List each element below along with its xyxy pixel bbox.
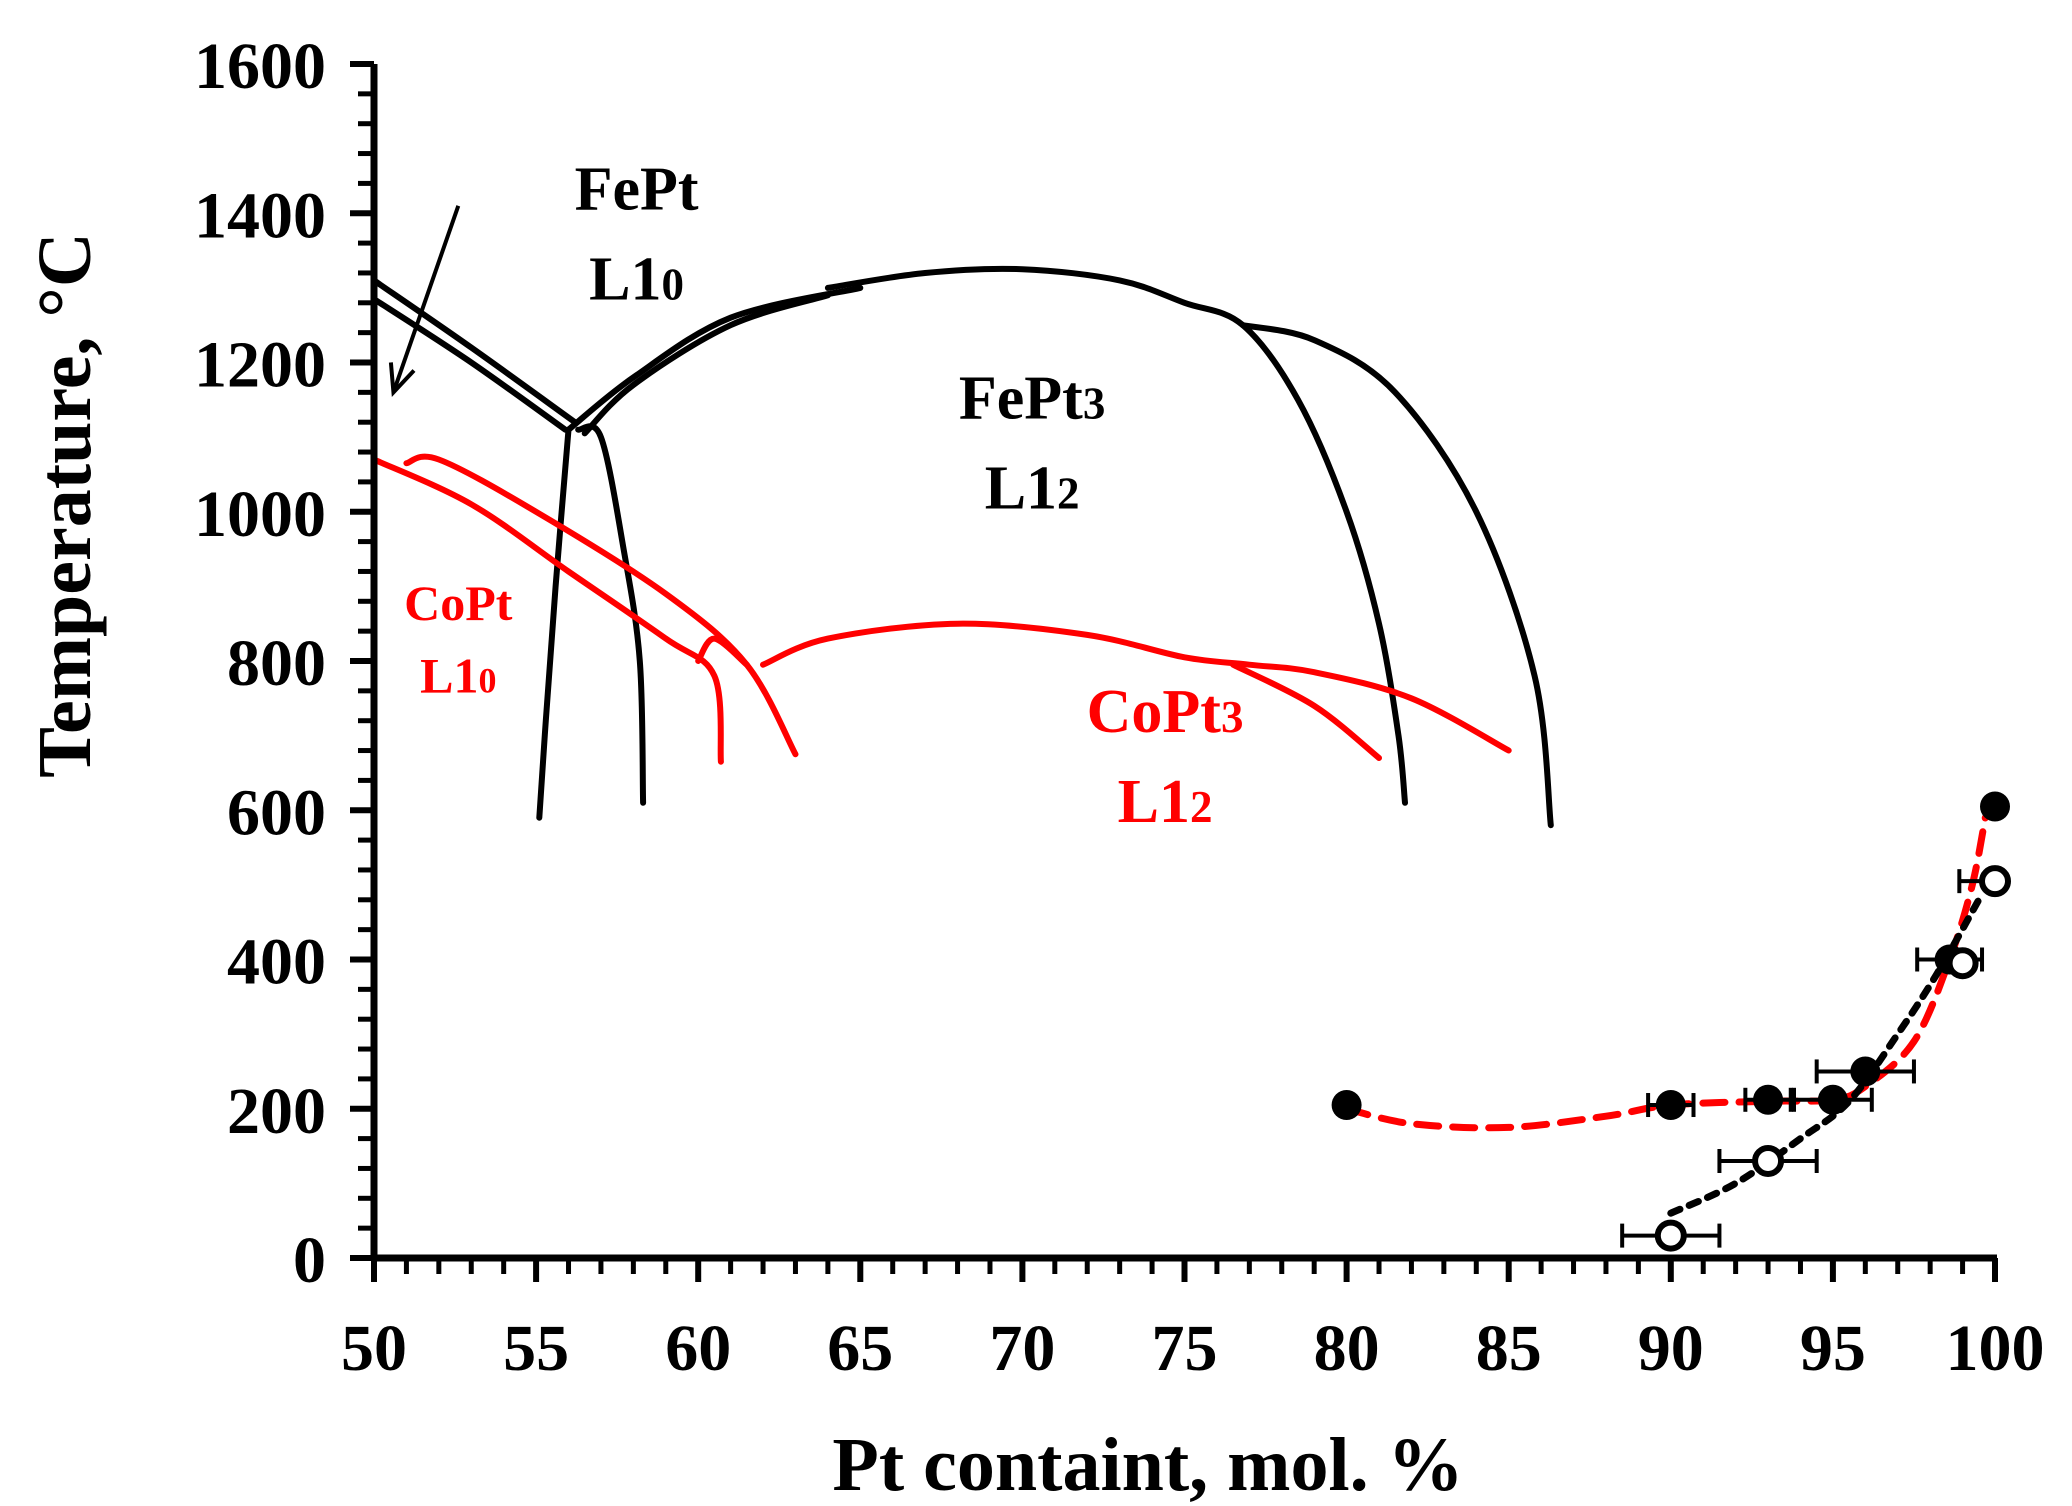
fept3-structure-label: L12 [985,454,1080,522]
copt3-formula-subscript: 3 [1221,692,1244,742]
fept-structure-label: L10 [589,245,684,313]
filled-data-point [1753,1084,1784,1115]
fept3-formula-subscript: 3 [1083,378,1106,428]
fept3-formula-label: FePt3 [959,364,1105,432]
y-axis-label: Temperature, °C [23,232,107,777]
copt3-structure-label: L12 [1118,768,1213,836]
phase-boundary-fept-l10-upper-outer [371,277,578,426]
y-tick-label: 600 [227,776,326,849]
phase-boundaries [371,265,1554,829]
open-data-point [1946,947,1979,980]
copt3-structure-subscript: 2 [1190,782,1213,832]
copt-structure-label: L10 [420,647,496,703]
filled-data-point [1850,1056,1881,1087]
x-tick-label: 90 [1638,1312,1704,1385]
y-tick-label: 1600 [194,30,326,103]
data-points [1331,791,2011,1252]
phase-boundary-copt3-dome [760,620,1512,754]
filled-data-point [1817,1084,1848,1115]
y-tick-label: 200 [227,1075,326,1148]
phase-boundary-copt-l10-inner [403,453,799,758]
open-data-point [1752,1144,1785,1177]
x-tick-label: 70 [989,1312,1055,1385]
copt-formula-label: CoPt [404,575,513,631]
filled-data-point [1331,1090,1362,1121]
x-tick-label: 75 [1152,1312,1218,1385]
phase-boundary-fept3-right-boundary [1239,322,1554,829]
x-tick-label: 55 [503,1312,569,1385]
fept-structure-subscript: 0 [662,259,685,309]
phase-boundary-fept3-dome-main [824,265,1408,806]
axes: 50 55 60 65 70 75 80 85 90 95 10002004006008001000… [194,30,2045,1385]
phase-boundary-fept3-dome-lower [581,292,831,437]
arrow-line [391,205,461,394]
phase-boundary-copt3-inner [1230,661,1382,761]
copt3-formula-label: CoPt3 [1087,678,1244,746]
open-data-point [1979,865,2011,898]
trend-lines [1343,814,1989,1217]
y-tick-label: 800 [227,627,326,700]
x-tick-label: 85 [1476,1312,1542,1385]
filled-data-point [1980,791,2010,822]
arrow-head [388,362,416,397]
black-dotted-trend-line [1667,896,1983,1217]
error-bars [1620,869,2001,1248]
open-data-point [1654,1219,1687,1252]
phase-boundary-copt-l10-outer [371,456,724,765]
annotations: FePt L10 FePt3 L12 CoPt L10 CoPt3 L12 [388,156,1244,836]
y-tick-label: 1400 [194,179,326,252]
phase-boundary-fept-l10-right-boundary [575,423,647,806]
y-tick-label: 0 [293,1224,326,1297]
x-tick-label: 50 [341,1312,407,1385]
phase-boundary-fept-l10-upper-inner [371,296,569,433]
fept3-structure-subscript: 2 [1057,468,1080,518]
x-tick-label: 65 [827,1312,893,1385]
fept-formula-label: FePt [575,156,699,224]
y-tick-label: 1200 [194,329,326,402]
x-tick-label: 100 [1946,1312,2045,1385]
y-tick-label: 1000 [194,478,326,551]
phase-boundary-fept-l10-left-boundary [536,426,572,821]
filled-data-point [1655,1090,1686,1121]
phase-boundary-copt-l10-tie [695,635,750,668]
x-axis-label: Pt containt, mol. % [832,1423,1463,1506]
x-tick-label: 60 [665,1312,731,1385]
red-dashed-trend-line [1343,814,1989,1132]
x-tick-label: 95 [1800,1312,1866,1385]
y-tick-label: 400 [227,926,326,999]
copt-structure-subscript: 0 [478,660,496,700]
x-tick-label: 80 [1314,1312,1380,1385]
